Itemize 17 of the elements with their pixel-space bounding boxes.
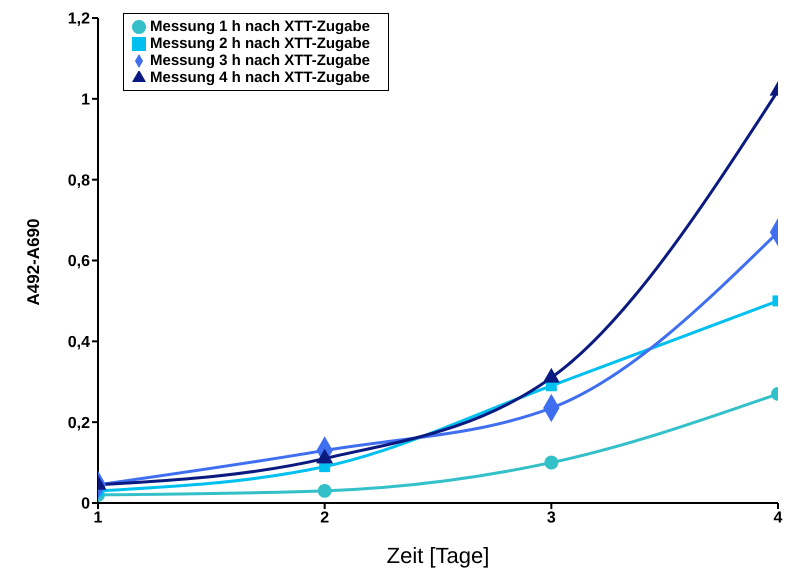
- legend-label: Messung 4 h nach XTT-Zugabe: [150, 69, 370, 86]
- x-tick-label: 4: [774, 509, 783, 526]
- y-tick-label: 0,2: [68, 414, 90, 432]
- y-axis-title: A492-A690: [24, 218, 44, 306]
- y-tick-label: 0,6: [68, 253, 90, 270]
- legend-label: Messung 2 h nach XTT-Zugabe: [150, 35, 370, 52]
- y-tick-label: 1,2: [68, 10, 90, 28]
- y-tick-label: 0,8: [68, 172, 90, 190]
- x-tick-label: 3: [546, 509, 556, 526]
- y-tick-label: 0,4: [68, 334, 90, 352]
- x-tick-label: 1: [94, 509, 103, 526]
- legend-label: Messung 1 h nach XTT-Zugabe: [150, 18, 370, 35]
- x-axis-title: Zeit [Tage]: [386, 543, 490, 568]
- y-tick-label: 1: [81, 92, 90, 109]
- x-tick-label: 2: [320, 509, 330, 526]
- y-tick-label: 0: [81, 496, 90, 513]
- legend-label: Messung 3 h nach XTT-Zugabe: [150, 52, 370, 69]
